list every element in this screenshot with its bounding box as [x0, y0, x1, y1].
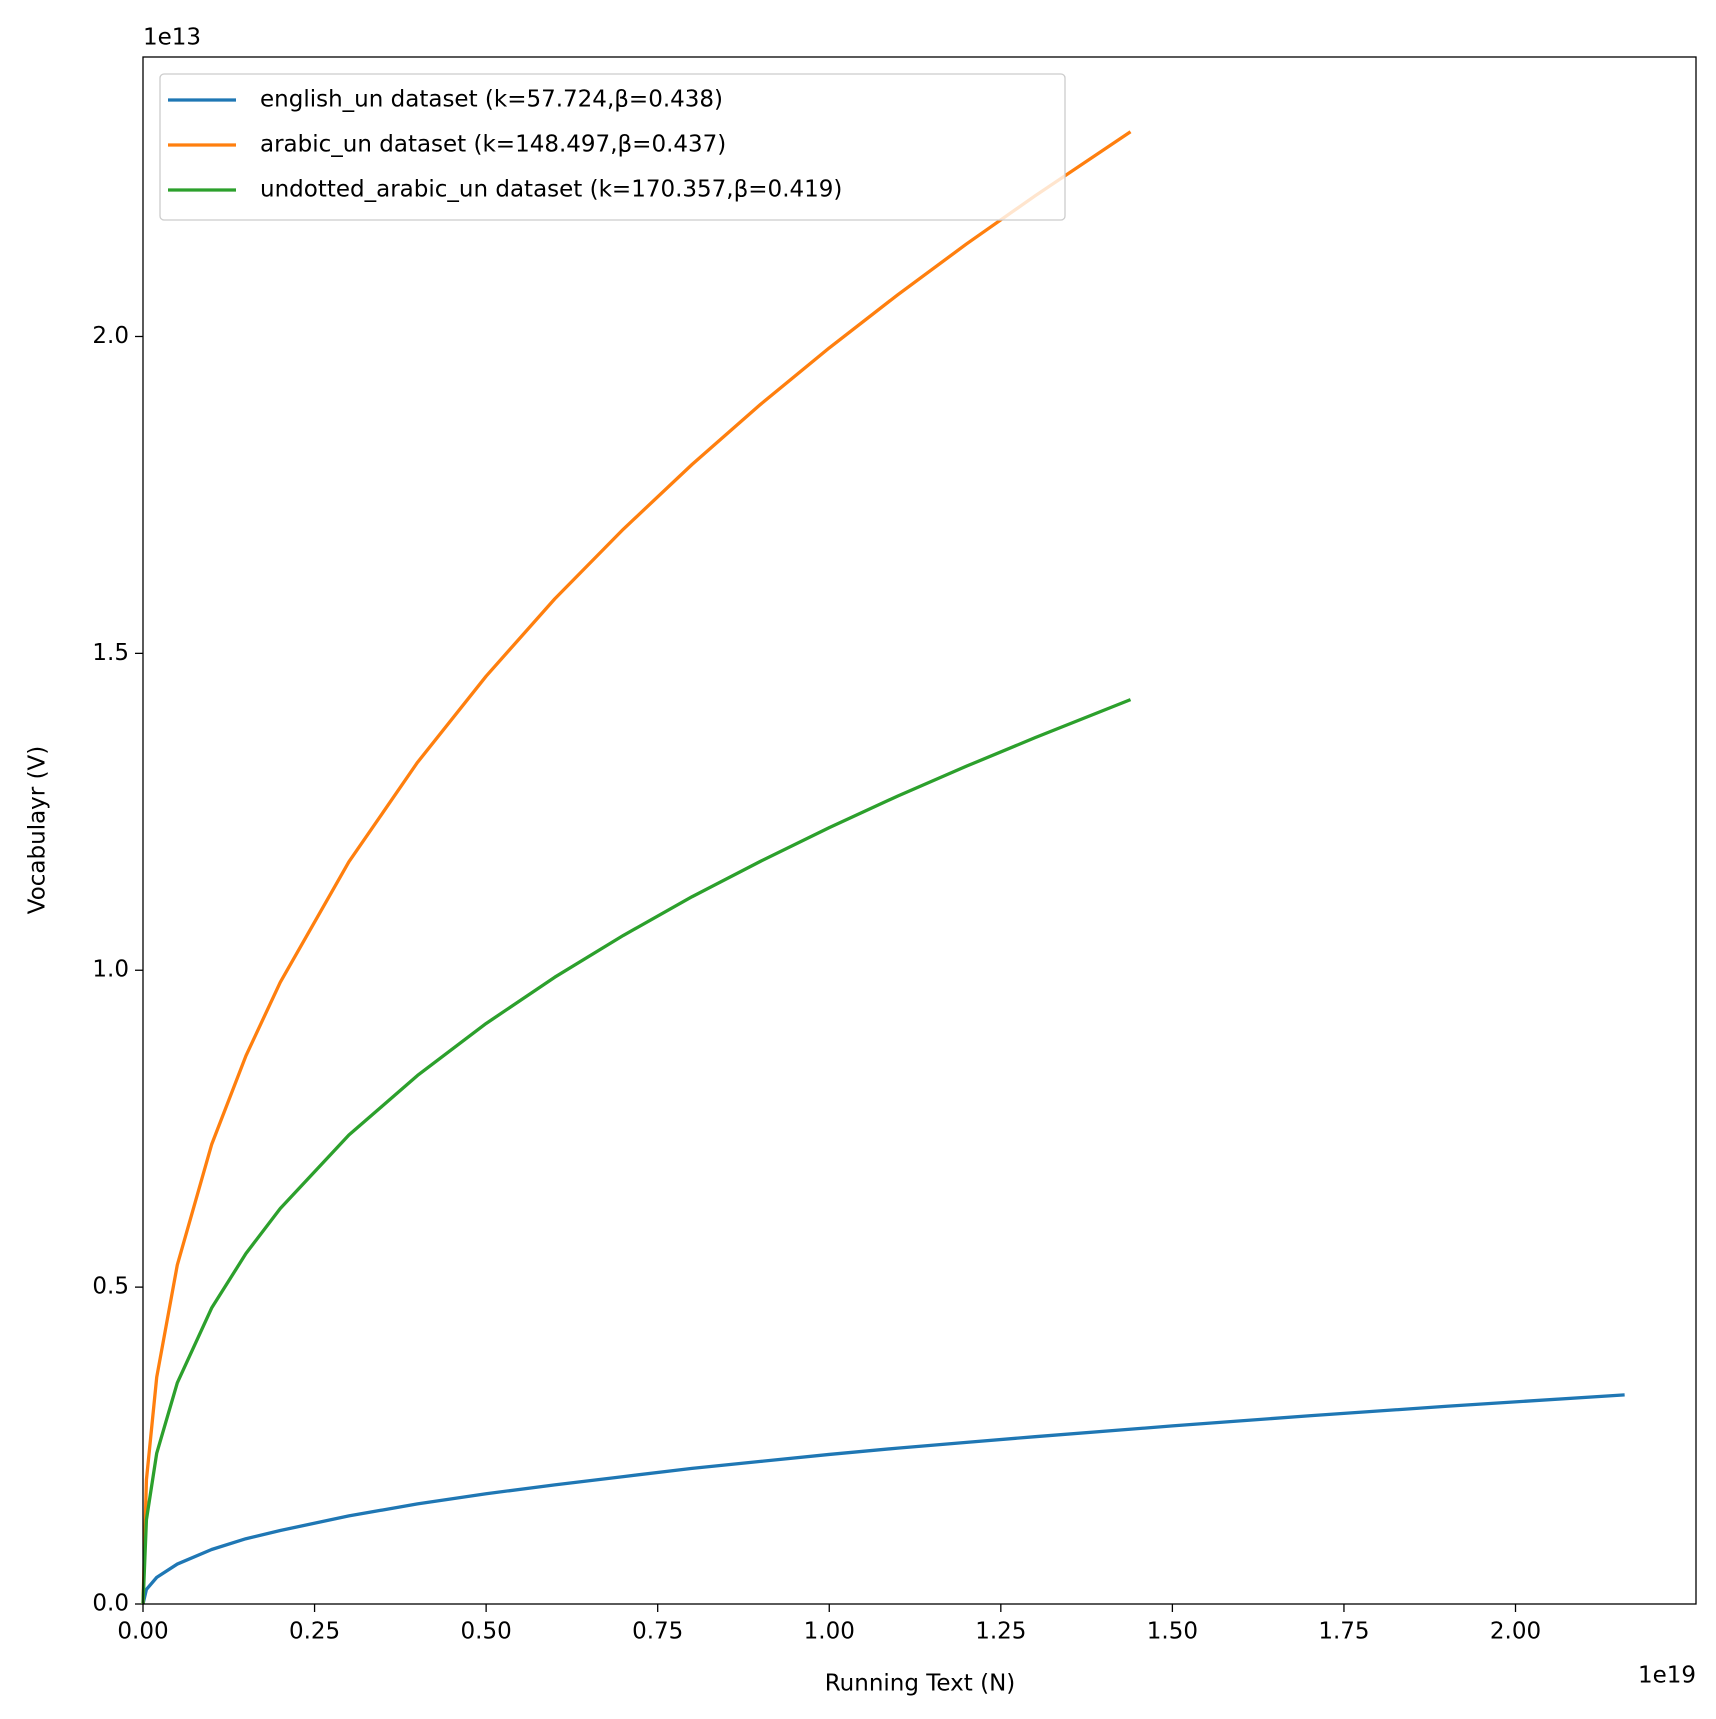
x-tick-label: 0.75 [632, 1619, 683, 1645]
series-line [141, 1393, 1625, 1605]
y-offset-label: 1e13 [143, 25, 201, 51]
series-line [141, 130, 1132, 1605]
x-tick-label: 1.00 [804, 1619, 855, 1645]
y-tick-label: 1.5 [92, 640, 129, 666]
y-tick-label: 1.0 [92, 957, 129, 983]
y-tick-label: 0.5 [92, 1274, 129, 1300]
x-tick-label: 0.00 [117, 1619, 168, 1645]
x-tick-label: 1.25 [975, 1619, 1026, 1645]
legend-label: english_un dataset (k=57.724,β=0.438) [260, 87, 723, 113]
series-line [141, 698, 1132, 1605]
x-tick-label: 1.50 [1147, 1619, 1198, 1645]
y-tick-label: 0.0 [92, 1591, 129, 1617]
x-axis-label: Running Text (N) [825, 1671, 1016, 1697]
y-axis-label: Vocabulayr (V) [25, 746, 51, 914]
legend-label: undotted_arabic_un dataset (k=170.357,β=… [260, 177, 842, 203]
x-tick-label: 0.50 [461, 1619, 512, 1645]
x-offset-label: 1e19 [1638, 1663, 1696, 1689]
x-tick-label: 2.00 [1490, 1619, 1541, 1645]
plot-frame [142, 56, 1697, 1605]
y-tick-label: 2.0 [92, 323, 129, 349]
legend-label: arabic_un dataset (k=148.497,β=0.437) [260, 132, 726, 158]
x-tick-label: 0.25 [289, 1619, 340, 1645]
legend-box [159, 73, 1066, 221]
x-tick-label: 1.75 [1318, 1619, 1369, 1645]
